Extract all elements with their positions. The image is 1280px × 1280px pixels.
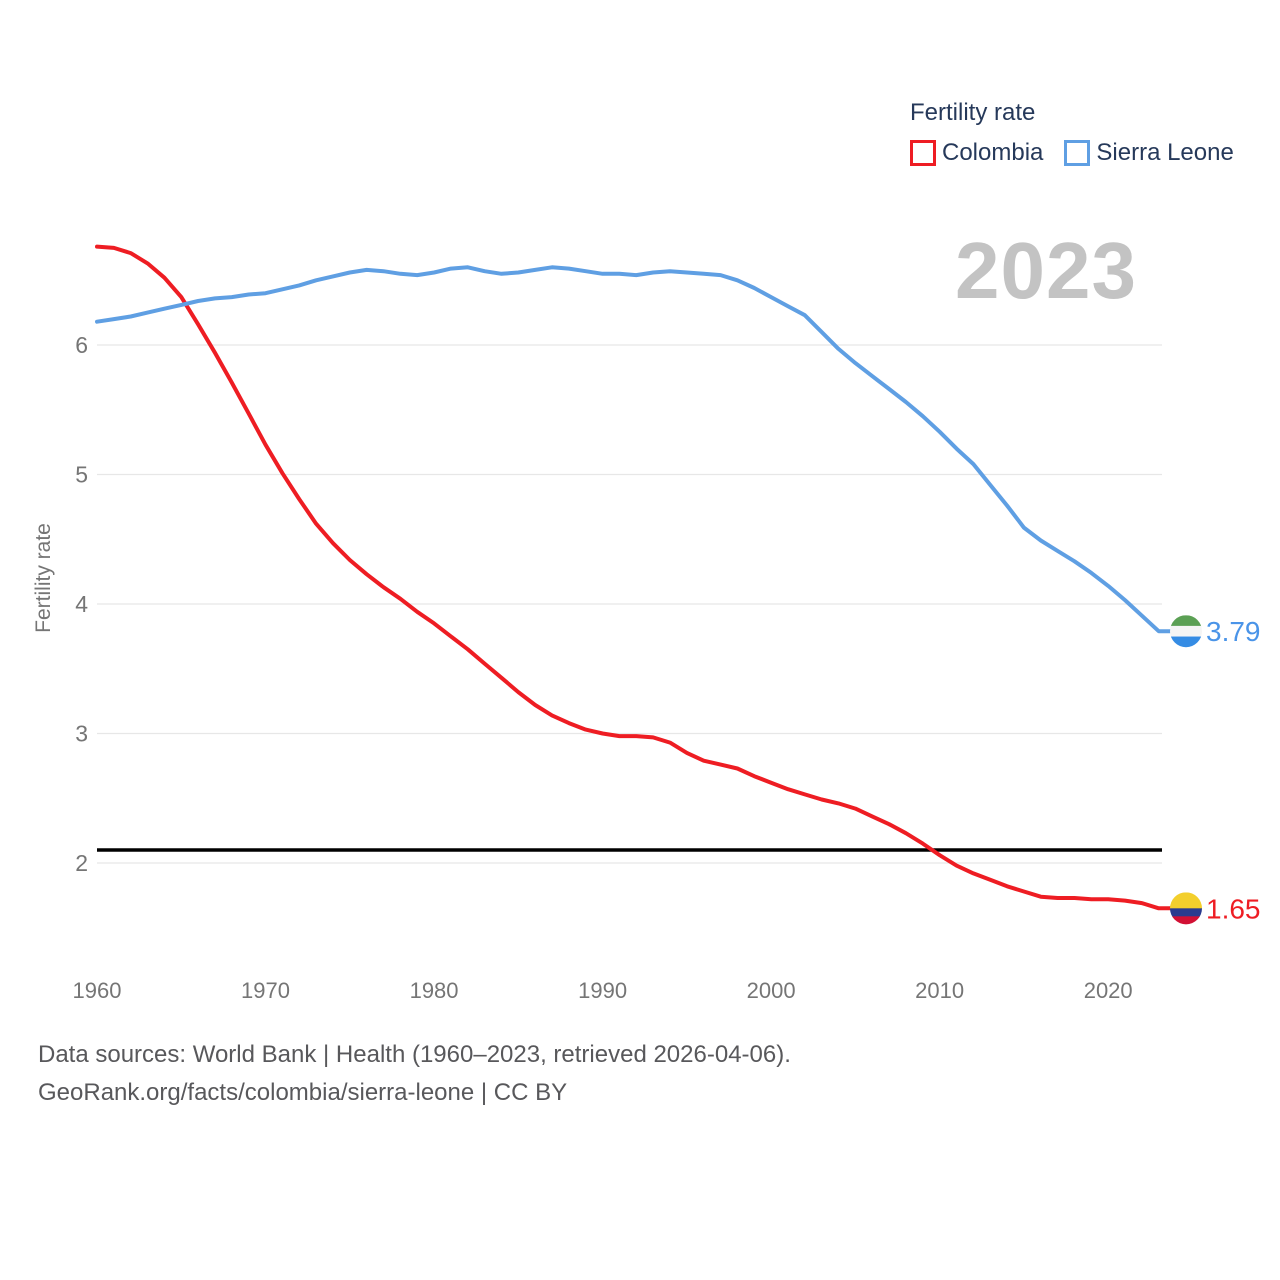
chart-footer: Data sources: World Bank | Health (1960–…: [38, 1036, 791, 1112]
chart-legend: Fertility rate Colombia Sierra Leone: [910, 99, 1234, 167]
legend-item-sierra-leone[interactable]: Sierra Leone: [1064, 139, 1234, 167]
colombia-flag-icon: [1170, 892, 1202, 925]
x-tick-label: 1990: [578, 978, 627, 1003]
y-tick-label: 2: [75, 850, 88, 876]
x-tick-label: 1970: [241, 978, 290, 1003]
colombia-end-value-label: 1.65: [1206, 893, 1261, 924]
y-tick-label: 3: [75, 721, 88, 747]
fertility-rate-line-chart: 2 3 4 5 6 1960 1970 1980 1990 2000 2010 2020 1.65 3.7…: [73, 244, 1261, 1003]
sierra-leone-end-value-label: 3.79: [1206, 616, 1261, 647]
attribution-link[interactable]: GeoRank.org/facts/colombia/sierra-leone …: [38, 1079, 568, 1106]
x-tick-label: 2000: [747, 978, 796, 1003]
y-tick-label: 6: [75, 332, 88, 358]
x-tick-label: 1960: [73, 978, 122, 1003]
colombia-line[interactable]: [95, 244, 1172, 911]
sierra-leone-series-swatch-icon: [1064, 140, 1091, 166]
legend-title: Fertility rate: [910, 99, 1036, 126]
legend-item-colombia[interactable]: Colombia: [910, 139, 1043, 167]
x-tick-label: 1980: [410, 978, 459, 1003]
sierra-leone-line[interactable]: [95, 265, 1172, 634]
x-tick-label: 2020: [1084, 978, 1133, 1003]
y-tick-label: 4: [75, 591, 88, 617]
data-sources-text: Data sources: World Bank | Health (1960–…: [38, 1041, 791, 1068]
x-tick-label: 2010: [915, 978, 964, 1003]
legend-items: Colombia Sierra Leone: [910, 139, 1234, 167]
sierra-leone-flag-icon: [1170, 615, 1202, 648]
legend-item-sierra-leone-label: Sierra Leone: [1096, 139, 1234, 166]
year-watermark: 2023: [955, 226, 1137, 315]
y-tick-label: 5: [75, 462, 88, 488]
colombia-series-swatch-icon: [910, 140, 936, 166]
legend-item-colombia-label: Colombia: [942, 139, 1044, 166]
